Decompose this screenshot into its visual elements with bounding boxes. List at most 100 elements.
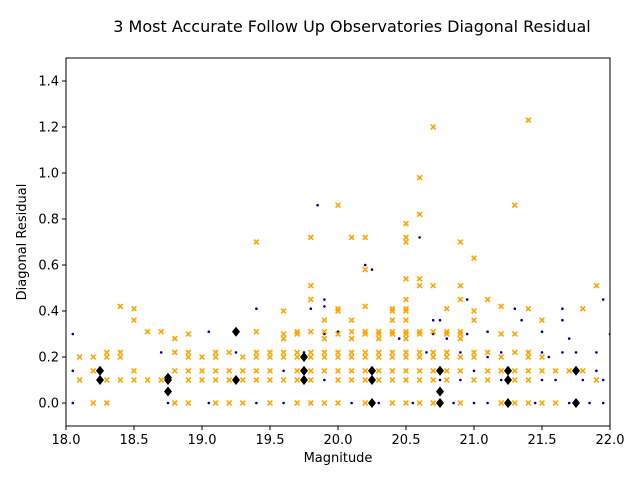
data-point-x	[307, 282, 314, 289]
data-point-x	[362, 331, 369, 337]
data-point-dot	[425, 351, 428, 354]
data-point-diamond	[572, 365, 580, 376]
data-point-dot	[207, 330, 211, 334]
data-point-x	[117, 377, 124, 383]
data-point-x	[416, 282, 423, 289]
data-point-diamond	[436, 365, 444, 376]
data-point-dot	[588, 401, 591, 405]
x-tick-label: 18.5	[120, 433, 149, 448]
data-point-x	[375, 349, 382, 356]
data-point-x	[416, 377, 423, 383]
data-point-x	[239, 367, 246, 374]
data-point-x	[389, 317, 396, 324]
data-point-x	[280, 377, 287, 383]
data-point-x	[389, 308, 396, 314]
data-point-dot	[71, 401, 75, 405]
data-point-x	[307, 296, 314, 303]
data-point-x	[335, 367, 341, 374]
data-point-x	[525, 377, 532, 383]
data-point-x	[403, 239, 409, 245]
data-point-x	[253, 349, 260, 356]
data-point-x	[443, 377, 450, 383]
data-point-dot	[581, 378, 585, 382]
data-point-x	[389, 331, 396, 337]
x-tick-label: 22.0	[596, 433, 625, 448]
data-point-x	[416, 174, 423, 181]
data-point-x	[348, 377, 355, 383]
data-point-x	[185, 331, 192, 337]
data-point-diamond	[96, 375, 104, 385]
data-point-x	[375, 331, 382, 337]
data-point-dot	[255, 307, 258, 311]
data-point-x	[511, 367, 518, 374]
data-point-dot	[370, 268, 374, 271]
data-point-x	[321, 335, 328, 342]
data-point-x	[253, 367, 260, 374]
y-tick-label: 0.6	[38, 259, 59, 274]
data-point-x	[416, 400, 423, 406]
data-point-x	[593, 282, 600, 289]
data-point-dot	[540, 378, 544, 382]
data-point-x	[131, 377, 137, 383]
data-point-x	[335, 349, 341, 356]
data-point-x	[389, 367, 396, 374]
data-point-x	[579, 305, 586, 312]
data-point-x	[239, 354, 246, 360]
data-point-x	[552, 400, 559, 406]
data-point-x	[253, 377, 260, 383]
data-point-x	[267, 400, 273, 406]
data-point-x	[226, 377, 233, 383]
data-point-x	[362, 266, 369, 273]
data-point-x	[280, 308, 287, 314]
data-point-x	[403, 331, 409, 337]
data-point-dot	[513, 307, 517, 311]
data-point-dot	[207, 401, 211, 405]
data-point-dot	[499, 351, 503, 354]
data-point-x	[362, 234, 369, 241]
data-point-x	[457, 400, 464, 406]
data-point-x	[294, 354, 301, 360]
data-point-diamond	[164, 375, 172, 385]
data-point-x	[484, 349, 491, 356]
data-point-x	[253, 354, 260, 360]
data-point-dot	[431, 318, 435, 322]
data-point-x	[280, 335, 287, 342]
data-point-x	[348, 328, 355, 335]
data-point-x	[185, 349, 192, 356]
data-point-dot	[309, 307, 313, 311]
data-point-x	[403, 400, 409, 406]
data-point-diamond	[300, 375, 308, 385]
data-point-x	[375, 377, 382, 383]
data-point-x	[253, 328, 260, 335]
data-point-x	[430, 354, 437, 360]
data-point-x	[430, 328, 437, 335]
data-point-x	[484, 296, 491, 303]
data-point-x	[103, 400, 110, 406]
data-point-x	[471, 349, 477, 356]
data-point-x	[226, 349, 233, 356]
data-point-dot	[71, 369, 75, 373]
data-point-diamond	[164, 386, 172, 397]
data-point-x	[389, 354, 396, 360]
data-point-x	[457, 335, 464, 342]
data-point-x	[103, 354, 110, 360]
data-point-x	[403, 234, 409, 241]
data-point-dot	[71, 332, 75, 336]
y-tick-label: 0.4	[38, 305, 59, 320]
data-point-x	[362, 349, 369, 356]
data-point-x	[239, 377, 246, 383]
data-point-x	[90, 354, 97, 360]
data-point-dot	[574, 351, 578, 354]
data-point-x	[471, 308, 477, 314]
data-point-x	[321, 367, 328, 374]
data-point-x	[430, 377, 437, 383]
data-point-dot	[397, 337, 401, 340]
data-point-dot	[438, 378, 442, 382]
data-point-dot	[547, 355, 551, 359]
data-point-diamond	[504, 365, 512, 376]
data-point-x	[443, 305, 450, 312]
data-point-x	[539, 367, 545, 374]
data-point-x	[144, 377, 151, 383]
data-point-dot	[465, 332, 469, 336]
data-point-dot	[499, 378, 503, 382]
